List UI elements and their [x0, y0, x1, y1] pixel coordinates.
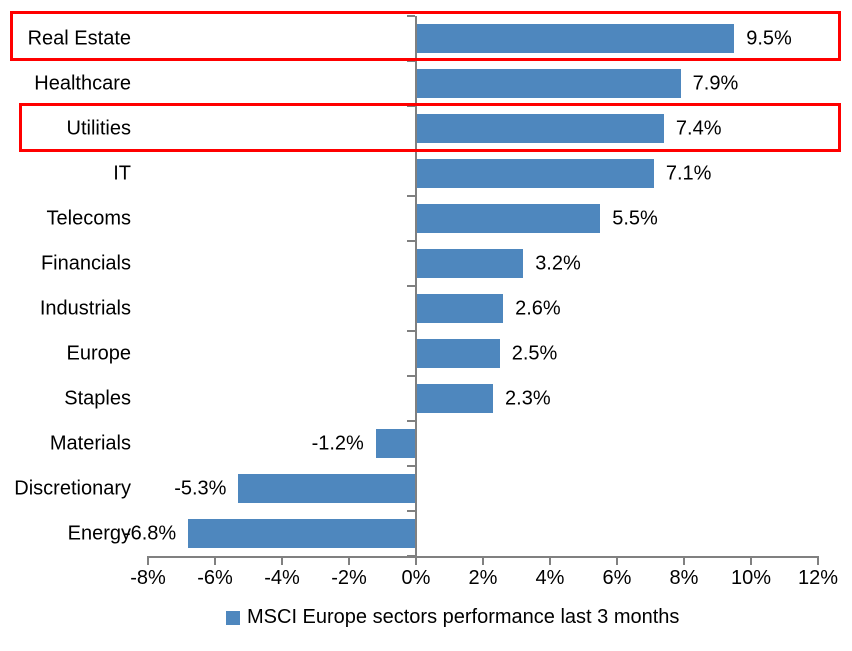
value-axis-tick	[549, 556, 551, 565]
category-label: IT	[113, 162, 131, 184]
category-label: Financials	[40, 252, 131, 274]
category-axis-tick	[407, 510, 415, 512]
value-axis-tick-label: 10%	[730, 567, 772, 589]
category-axis-tick	[407, 375, 415, 377]
category-axis-tick	[407, 15, 415, 17]
category-label: Europe	[66, 342, 132, 364]
value-label: 9.5%	[746, 27, 792, 49]
category-axis-tick	[407, 105, 415, 107]
category-axis-tick	[407, 195, 415, 197]
legend: MSCI Europe sectors performance last 3 m…	[226, 606, 679, 629]
legend-series-marker-icon	[226, 610, 240, 625]
value-axis-tick-label: -4%	[264, 567, 300, 589]
category-label: Materials	[49, 432, 131, 454]
category-axis-tick	[407, 330, 415, 332]
value-axis-tick-label: 8%	[669, 567, 699, 589]
category-label: Discretionary	[14, 477, 131, 499]
legend-label: MSCI Europe sectors performance last 3 m…	[247, 606, 680, 628]
value-axis-tick-label: 0%	[401, 567, 431, 589]
value-axis-tick-label: 12%	[797, 567, 839, 589]
category-axis-tick	[407, 285, 415, 287]
value-label: -5.3%	[174, 477, 227, 499]
category-axis-tick	[407, 240, 415, 242]
value-axis-tick-label: -2%	[331, 567, 367, 589]
category-label: Telecoms	[46, 207, 131, 229]
highlight-box-real-estate	[10, 11, 841, 61]
bar	[416, 204, 601, 233]
bar	[416, 159, 654, 188]
value-axis-tick	[281, 556, 283, 565]
value-label: 2.5%	[511, 342, 558, 364]
value-axis-tick	[147, 556, 149, 565]
value-axis-tick	[616, 556, 618, 565]
bar	[416, 384, 494, 413]
category-label: Real Estate	[27, 27, 131, 49]
value-axis-tick	[683, 556, 685, 565]
value-axis-tick-label: -6%	[197, 567, 233, 589]
bar	[416, 69, 681, 98]
bar	[416, 114, 664, 143]
category-axis-tick	[407, 60, 415, 62]
value-axis-tick	[482, 556, 484, 565]
category-axis-tick	[407, 465, 415, 467]
value-label: 7.4%	[675, 117, 722, 139]
value-axis-tick-label: -8%	[130, 567, 166, 589]
value-label: 7.1%	[665, 162, 712, 184]
bar	[416, 249, 524, 278]
highlight-box-utilities	[19, 103, 841, 152]
value-axis-tick-label: 4%	[535, 567, 565, 589]
value-axis-tick-label: 2%	[468, 567, 498, 589]
category-label: Staples	[64, 387, 131, 409]
category-label: Energy	[67, 522, 131, 544]
value-axis-tick	[817, 556, 819, 565]
value-axis-tick	[750, 556, 752, 565]
bar	[375, 429, 416, 458]
bar	[238, 474, 416, 503]
category-label: Utilities	[66, 117, 131, 139]
value-label: 5.5%	[612, 207, 658, 229]
value-axis-tick-label: 6%	[602, 567, 632, 589]
bar	[416, 24, 735, 53]
value-label: -6.8%	[123, 522, 177, 544]
category-label: Industrials	[39, 297, 131, 319]
category-label: Healthcare	[34, 72, 131, 94]
value-axis-tick	[348, 556, 350, 565]
value-label: 2.3%	[505, 387, 551, 409]
bar	[188, 519, 416, 548]
bar	[416, 339, 500, 368]
value-label: 2.6%	[515, 297, 561, 319]
value-axis-tick	[214, 556, 216, 565]
value-label: 3.2%	[535, 252, 581, 274]
value-label: -1.2%	[311, 432, 364, 454]
category-axis-line	[415, 16, 417, 556]
value-label: 7.9%	[692, 72, 739, 94]
bar	[416, 294, 504, 323]
value-axis-tick	[415, 556, 417, 565]
category-axis-tick	[407, 420, 415, 422]
